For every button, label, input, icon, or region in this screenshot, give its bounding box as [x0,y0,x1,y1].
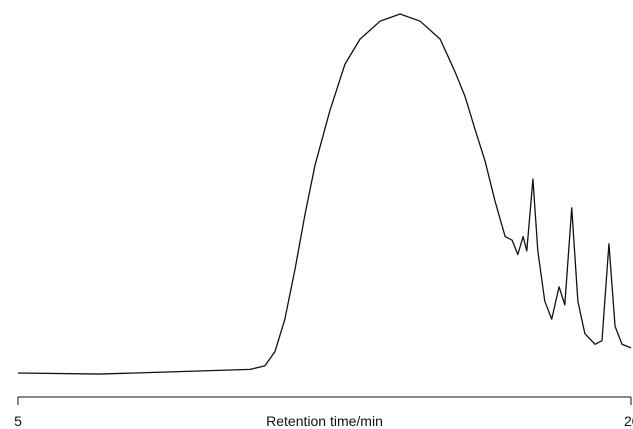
x-tick-label: 5 [14,413,22,429]
x-tick-label: 20 [624,413,633,429]
chromatogram-line [17,13,632,375]
x-axis-label: Retention time/min [266,413,383,429]
